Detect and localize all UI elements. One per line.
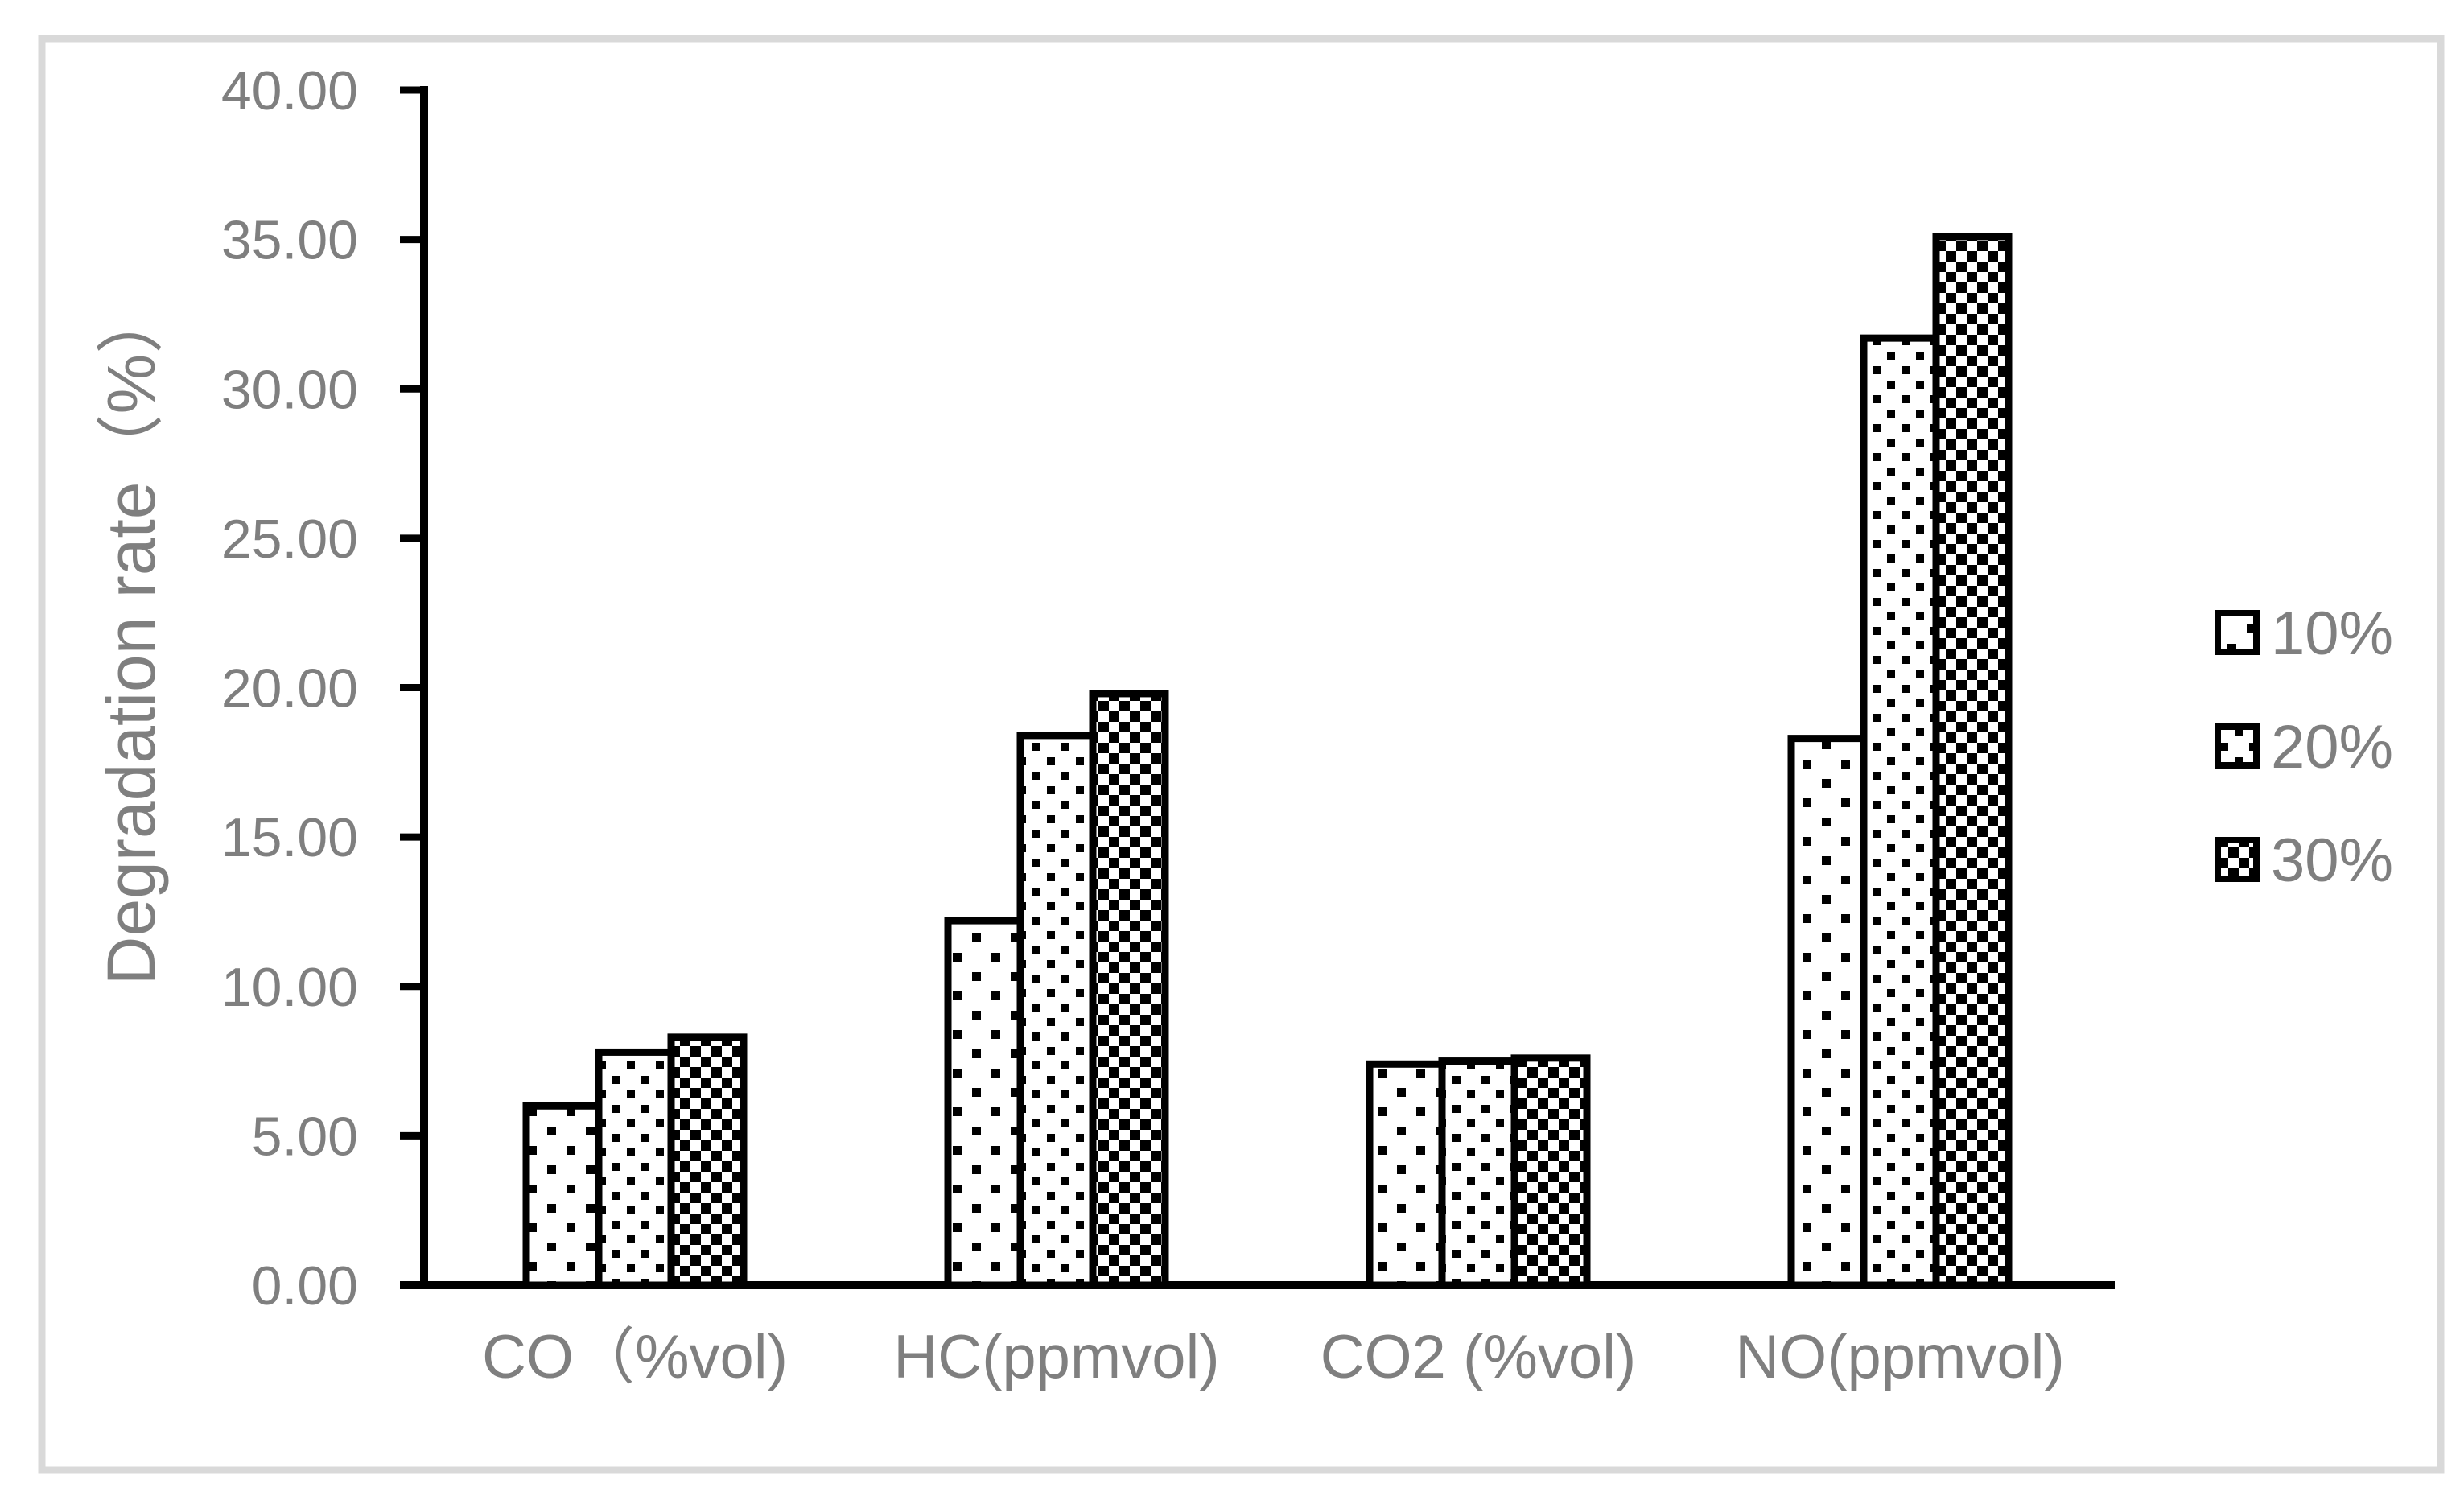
bar-30%-3 — [1510, 1054, 1591, 1289]
y-tick-label: 30.00 — [221, 359, 358, 420]
chart-border — [38, 35, 2445, 1474]
legend-marker-10% — [2215, 610, 2260, 655]
bar-20%-1 — [595, 1048, 675, 1289]
y-tick-label: 40.00 — [221, 60, 358, 122]
legend-label-10%: 10% — [2271, 600, 2393, 668]
bars — [522, 233, 2013, 1289]
y-tick-label: 0.00 — [252, 1255, 358, 1317]
y-tick-label: 5.00 — [252, 1106, 358, 1167]
x-category-labels: CO（%vol) HC(ppmvol) CO2 (%vol) NO(ppmvol) — [482, 1323, 2065, 1391]
legend-marker-20% — [2215, 723, 2260, 769]
bar-30%-2 — [1089, 690, 1169, 1289]
legend-marker-30% — [2215, 837, 2260, 882]
bar-30%-1 — [667, 1033, 748, 1289]
bar-10%-3 — [1366, 1060, 1446, 1289]
bar-10%-1 — [522, 1102, 603, 1289]
x-category-label: CO2 (%vol) — [1321, 1323, 1637, 1391]
bar-20%-3 — [1438, 1057, 1518, 1289]
y-tick-label: 35.00 — [221, 210, 358, 271]
legend: 10% 20% 30% — [2215, 600, 2393, 895]
bar-10%-2 — [944, 917, 1024, 1289]
bar-30%-4 — [1932, 233, 2013, 1289]
y-axis-title: Degradation rate（%） — [93, 286, 169, 985]
y-tick-label: 25.00 — [221, 509, 358, 570]
bar-20%-4 — [1860, 334, 1940, 1289]
x-category-label: NO(ppmvol) — [1735, 1323, 2065, 1391]
x-category-label: CO（%vol) — [482, 1323, 788, 1391]
y-tick-label: 20.00 — [221, 658, 358, 719]
y-tick-label: 10.00 — [221, 957, 358, 1018]
bar-10%-4 — [1787, 735, 1868, 1289]
y-tick-labels: 0.00 5.00 10.00 15.00 20.00 25.00 30.00 35.00 40… — [221, 60, 358, 1317]
legend-label-20%: 20% — [2271, 713, 2393, 781]
legend-label-30%: 30% — [2271, 826, 2393, 895]
y-tick-label: 15.00 — [221, 807, 358, 868]
bar-20%-2 — [1016, 732, 1097, 1289]
x-category-label: HC(ppmvol) — [893, 1323, 1219, 1391]
